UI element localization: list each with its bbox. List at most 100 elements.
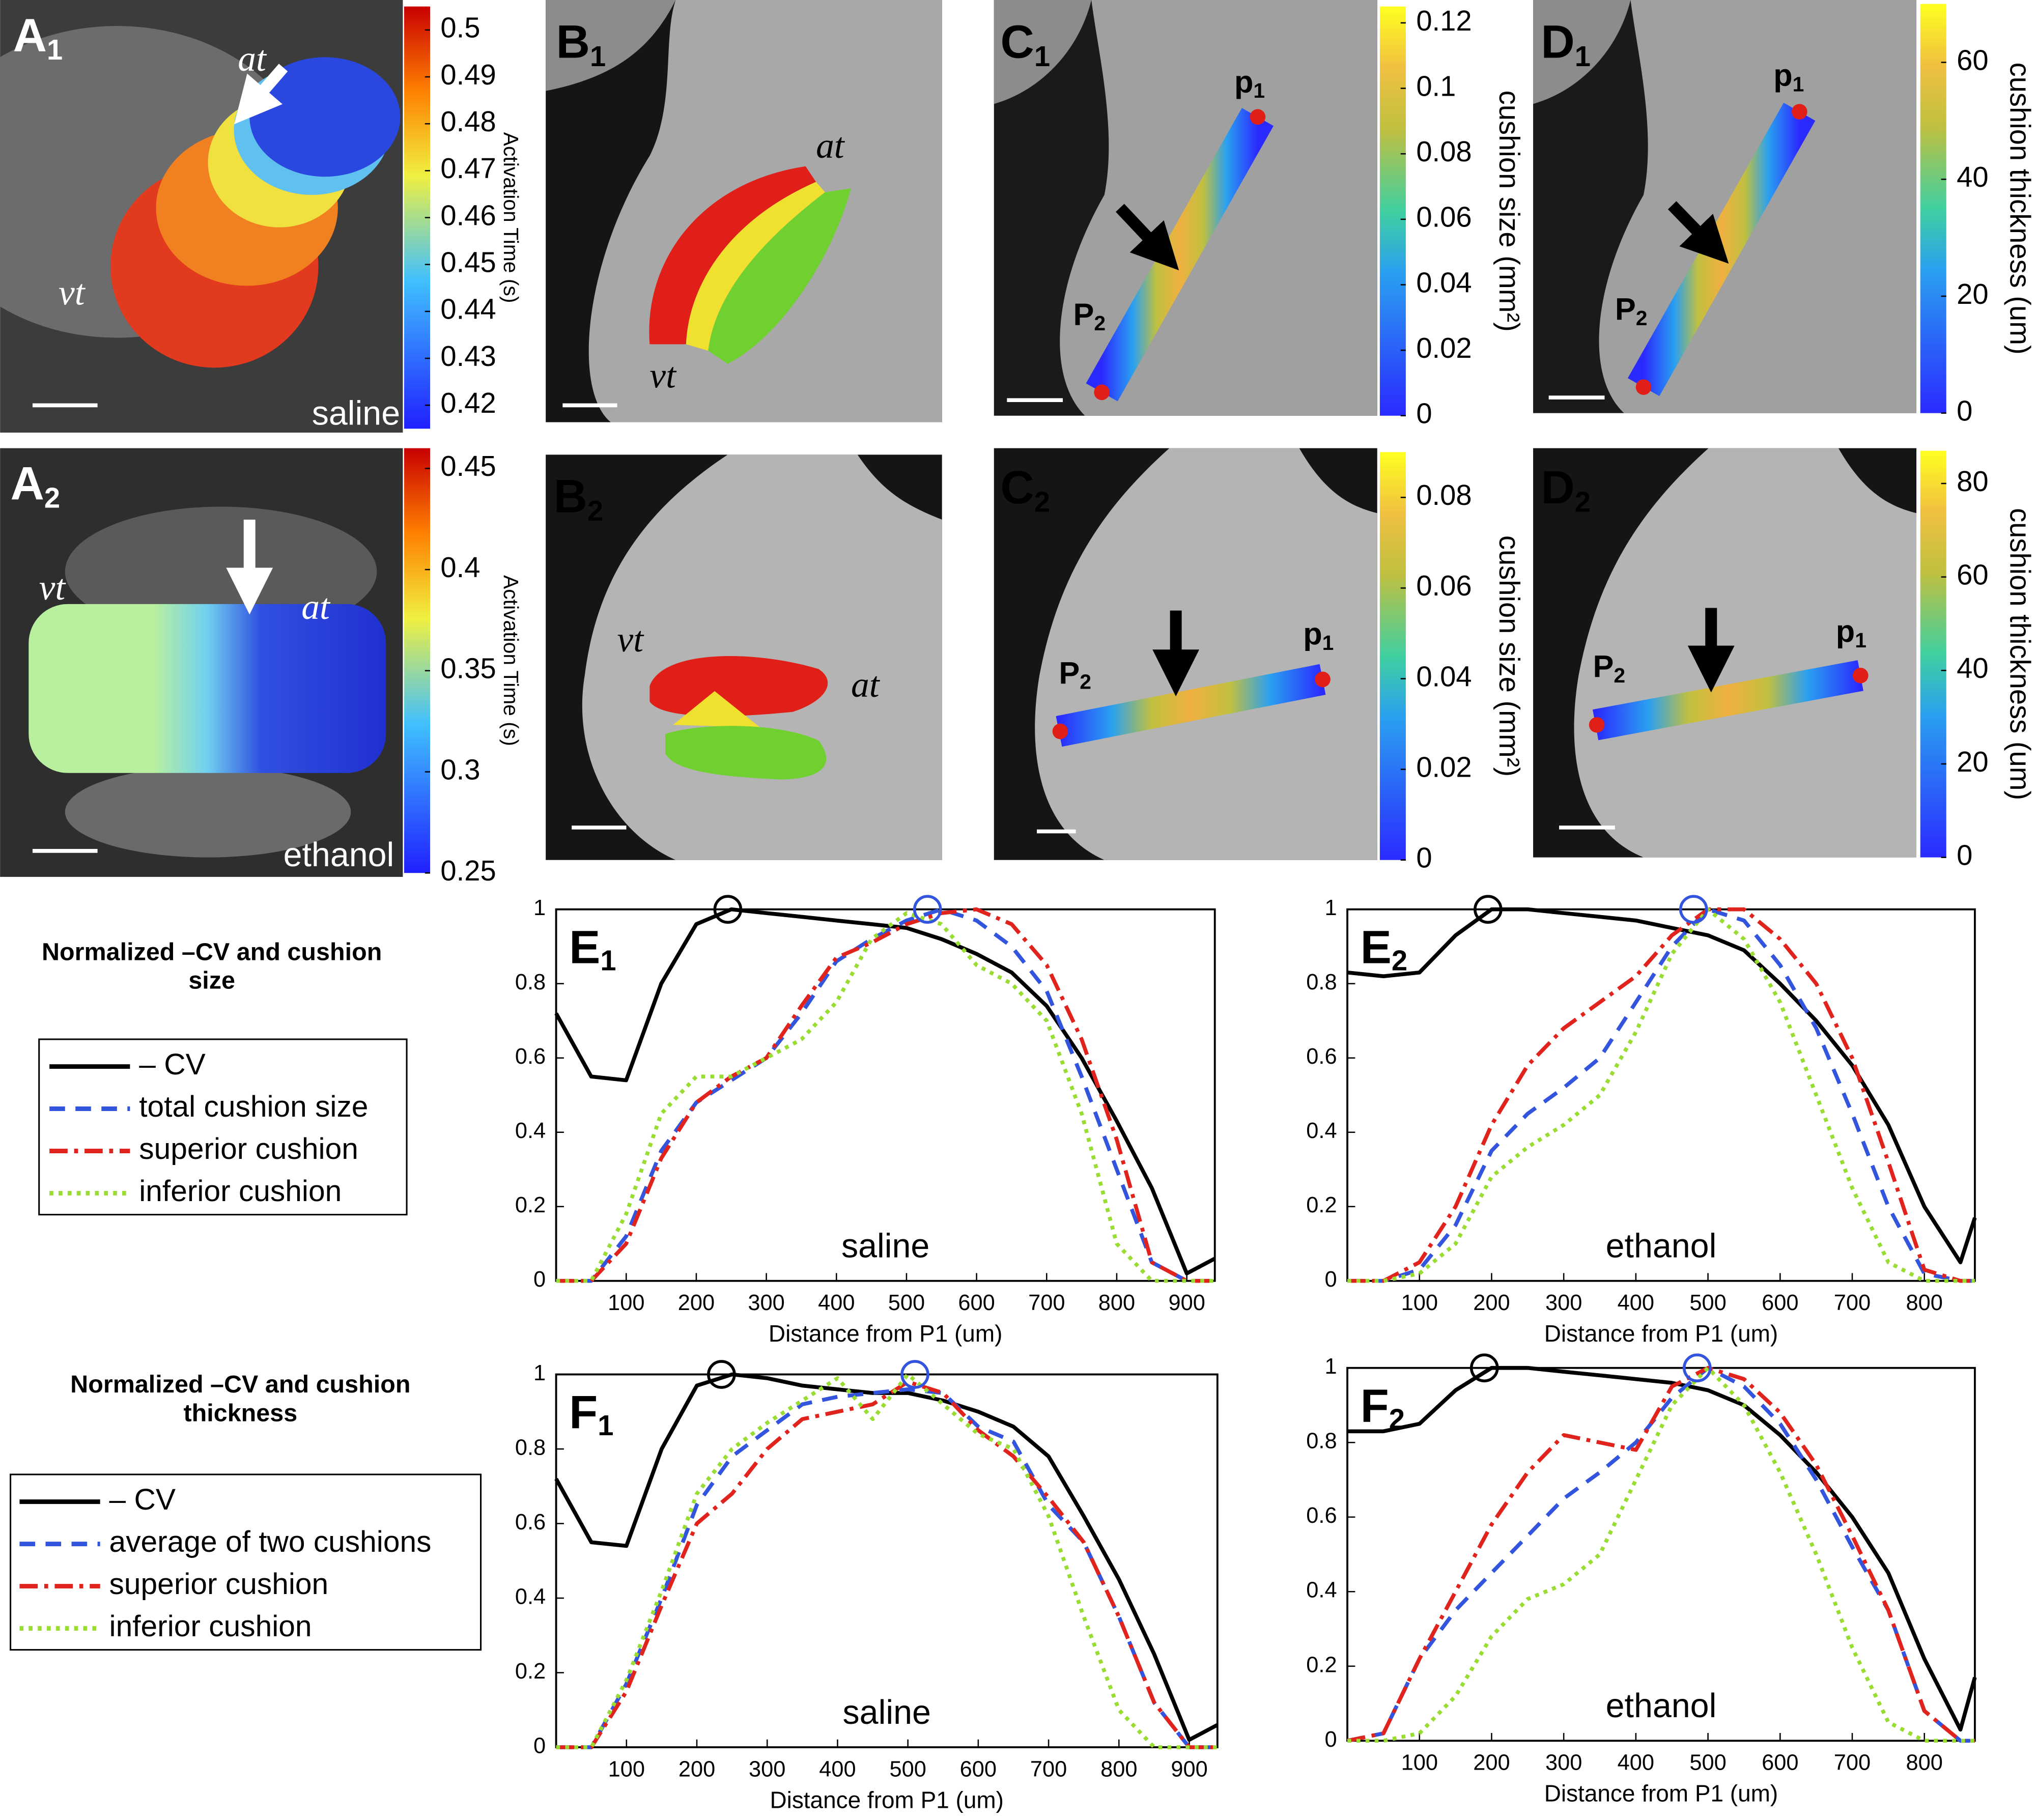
colorbar-tick-label: 20: [1957, 746, 1988, 778]
x-tick-label: 600: [1762, 1751, 1798, 1775]
tissue: [1533, 0, 1631, 104]
series-line: [1347, 907, 1975, 1283]
x-tick-label: 400: [1618, 1291, 1654, 1315]
cushion-region: [686, 182, 825, 351]
series-line: [556, 907, 1215, 1283]
annotation: vt: [59, 272, 86, 312]
peak-marker: [900, 1360, 929, 1389]
measurement-bar: [1592, 660, 1863, 741]
panel-d2: D2 P2 p1: [1533, 448, 1917, 858]
label-letter: E: [569, 922, 600, 974]
condition: saline: [312, 394, 400, 432]
colorbar-tick-label: 0.08: [1416, 135, 1472, 167]
measurement-bar: [1086, 108, 1274, 402]
y-tick-label: 0: [533, 1734, 546, 1758]
y-tick-label: 0.4: [515, 1119, 546, 1143]
colorbar-tick-label: 60: [1957, 558, 1988, 590]
y-tick-label: 0.4: [515, 1585, 546, 1609]
label-sub: 1: [590, 40, 606, 72]
point-letter: p: [1303, 617, 1322, 651]
y-tick-label: 0.8: [515, 1435, 546, 1460]
y-tick-label: 0.6: [1306, 1503, 1337, 1528]
label-sub: 2: [1034, 486, 1050, 518]
cushion-inferior: [708, 188, 852, 364]
colorbar-tick-label: 0.04: [1416, 266, 1472, 298]
point-label: p1: [1836, 614, 1867, 652]
label-sub: 2: [1392, 944, 1407, 976]
y-tick-label: 0.4: [1306, 1578, 1337, 1603]
x-tick-label: 100: [608, 1757, 645, 1781]
colorbar-tick-label: 0.3: [440, 753, 480, 785]
colorbar-label: Activation Time (s): [499, 132, 523, 303]
label-letter: B: [553, 471, 587, 523]
x-tick-label: 100: [1401, 1751, 1438, 1775]
x-axis-label: Distance from P1 (um): [1544, 1780, 1778, 1807]
x-tick-label: 200: [678, 1291, 715, 1315]
y-tick-label: 1: [533, 896, 546, 920]
colorbar-tick-label: 0.02: [1416, 332, 1472, 364]
x-tick-label: 600: [960, 1757, 997, 1781]
series-line: [1347, 907, 1975, 1283]
panel-b2: B2 vt at: [546, 454, 942, 860]
x-tick-label: 800: [1100, 1757, 1137, 1781]
y-tick-label: 0.8: [515, 970, 546, 994]
colorbar-tick-label: 40: [1957, 652, 1988, 684]
colorbar: [1379, 6, 1406, 416]
x-tick-label: 500: [888, 1291, 925, 1315]
x-tick-label: 900: [1168, 1291, 1205, 1315]
legend-label: inferior cushion: [139, 1175, 342, 1208]
point-sub: 1: [1322, 631, 1334, 655]
label-letter: F: [569, 1386, 598, 1438]
legend-title: Normalized –CV and cushion size: [42, 939, 382, 996]
annotation: at: [238, 39, 267, 79]
endpoint: [1791, 104, 1807, 120]
panel-c2: C2 P2 p1: [994, 448, 1377, 860]
y-tick-label: 0.6: [515, 1510, 546, 1534]
endpoint: [1250, 109, 1266, 125]
condition-label: saline: [843, 1694, 931, 1731]
panel-a2: A2 vt at ethanol: [0, 448, 403, 877]
label-letter: A: [13, 10, 47, 62]
x-tick-label: 200: [678, 1757, 715, 1781]
colorbar-tick-label: 0.45: [440, 246, 496, 278]
colorbar-tick-label: 0.1: [1416, 70, 1456, 102]
point-label: p1: [1773, 58, 1804, 96]
y-tick-label: 0.2: [515, 1193, 546, 1217]
colorbar-tick-label: 0: [1957, 839, 1972, 871]
chart-label: F1: [569, 1386, 613, 1441]
x-tick-label: 600: [1762, 1291, 1798, 1315]
cushion-inferior: [665, 726, 827, 780]
label-sub: 1: [1034, 40, 1050, 72]
y-tick-label: 1: [1325, 896, 1337, 920]
condition: ethanol: [284, 836, 394, 874]
panel-label: A2: [11, 458, 61, 514]
point-sub: 2: [1094, 311, 1106, 335]
endpoint: [1589, 717, 1605, 733]
colorbar-tick-label: 0.49: [440, 59, 496, 91]
colorbar-tick-label: 40: [1957, 161, 1988, 193]
x-tick-label: 600: [958, 1291, 995, 1315]
peak-marker: [1474, 895, 1503, 924]
point-sub: 1: [1855, 629, 1867, 652]
x-tick-label: 400: [818, 1291, 855, 1315]
series-line: [1347, 1366, 1975, 1743]
x-tick-label: 700: [1028, 1291, 1065, 1315]
series-line: [556, 1380, 1218, 1749]
y-tick-label: 1: [1325, 1354, 1337, 1379]
peak-marker: [707, 1360, 736, 1389]
x-tick-label: 400: [819, 1757, 856, 1781]
series-line: [1347, 1366, 1977, 1732]
cushion-region: [673, 691, 760, 728]
point-sub: 2: [1080, 670, 1091, 693]
series-line: [1347, 907, 1975, 1283]
label-sub: 1: [600, 944, 616, 976]
colorbar-tick-label: 0: [1416, 397, 1432, 430]
condition-label: ethanol: [1606, 1687, 1717, 1725]
endpoint: [1315, 671, 1331, 688]
label-letter: D: [1541, 462, 1574, 514]
point-label: p1: [1303, 617, 1334, 655]
x-tick-label: 800: [1098, 1291, 1135, 1315]
colorbar-tick-label: 0.42: [440, 387, 496, 419]
colorbar-label: cushion thickness (um): [2004, 508, 2036, 800]
